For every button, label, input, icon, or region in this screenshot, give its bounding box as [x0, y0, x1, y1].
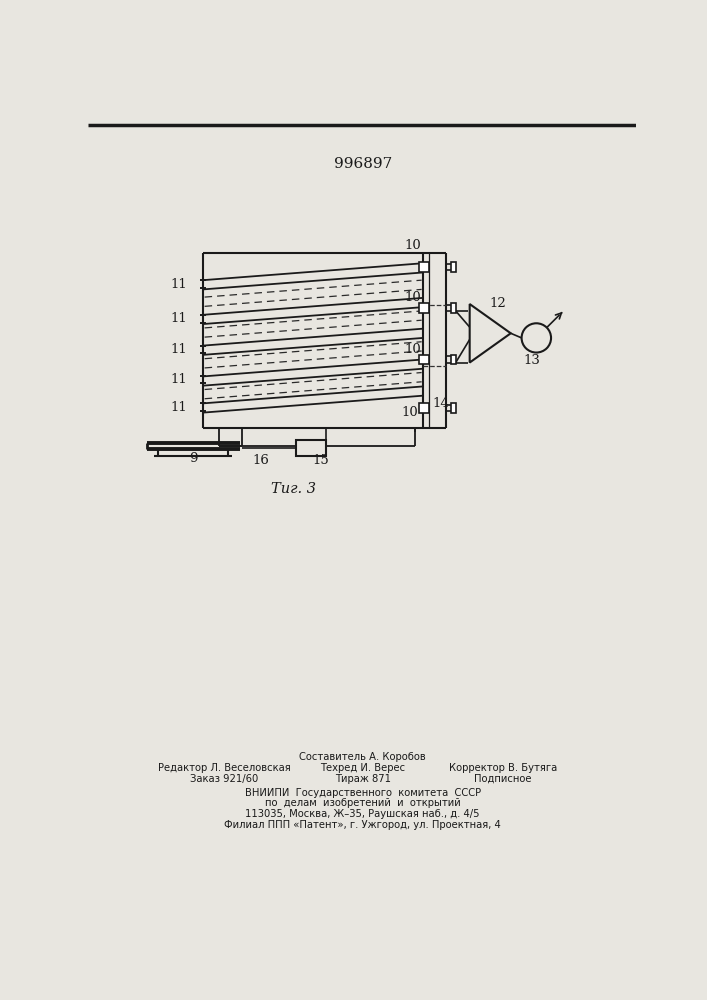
Bar — [451, 355, 456, 364]
Circle shape — [522, 323, 551, 353]
Text: 16: 16 — [252, 454, 269, 467]
Text: 13: 13 — [523, 354, 540, 367]
Text: 11: 11 — [171, 278, 187, 291]
Text: Τиг. 3: Τиг. 3 — [271, 482, 316, 496]
Text: 9: 9 — [189, 452, 197, 465]
Text: Филиал ППП «Патент», г. Ужгород, ул. Проектная, 4: Филиал ППП «Патент», г. Ужгород, ул. Про… — [224, 820, 501, 830]
Text: 10: 10 — [404, 291, 421, 304]
Bar — [451, 262, 456, 272]
Bar — [419, 262, 429, 272]
Text: Редактор Л. Веселовская: Редактор Л. Веселовская — [158, 763, 291, 773]
Text: по  делам  изобретений  и  открытий: по делам изобретений и открытий — [265, 798, 460, 808]
Bar — [419, 355, 429, 364]
Text: Составитель А. Коробов: Составитель А. Коробов — [299, 752, 426, 762]
Text: Техред И. Верес: Техред И. Верес — [320, 763, 405, 773]
Text: 15: 15 — [312, 454, 329, 467]
Text: 996897: 996897 — [334, 157, 392, 171]
Text: ВНИИПИ  Государственного  комитета  СССР: ВНИИПИ Государственного комитета СССР — [245, 788, 481, 798]
Bar — [451, 403, 456, 413]
Bar — [451, 303, 456, 312]
Text: 11: 11 — [171, 373, 187, 386]
Text: Корректор В. Бутяга: Корректор В. Бутяга — [449, 763, 557, 773]
Text: 11: 11 — [171, 312, 187, 325]
Text: 10: 10 — [402, 406, 419, 419]
Bar — [419, 403, 429, 413]
Bar — [296, 440, 325, 456]
Text: 10: 10 — [404, 343, 421, 356]
Polygon shape — [469, 304, 510, 363]
Text: 14: 14 — [433, 397, 450, 410]
Text: 11: 11 — [171, 343, 187, 356]
Text: Подписное: Подписное — [474, 774, 532, 784]
Text: 11: 11 — [171, 401, 187, 414]
Text: 12: 12 — [489, 297, 506, 310]
Text: 10: 10 — [404, 239, 421, 252]
Text: Заказ 921/60: Заказ 921/60 — [190, 774, 258, 784]
Text: Тираж 871: Тираж 871 — [334, 774, 391, 784]
Bar — [419, 303, 429, 312]
Text: 113035, Москва, Ж–35, Раушская наб., д. 4/5: 113035, Москва, Ж–35, Раушская наб., д. … — [245, 809, 480, 819]
